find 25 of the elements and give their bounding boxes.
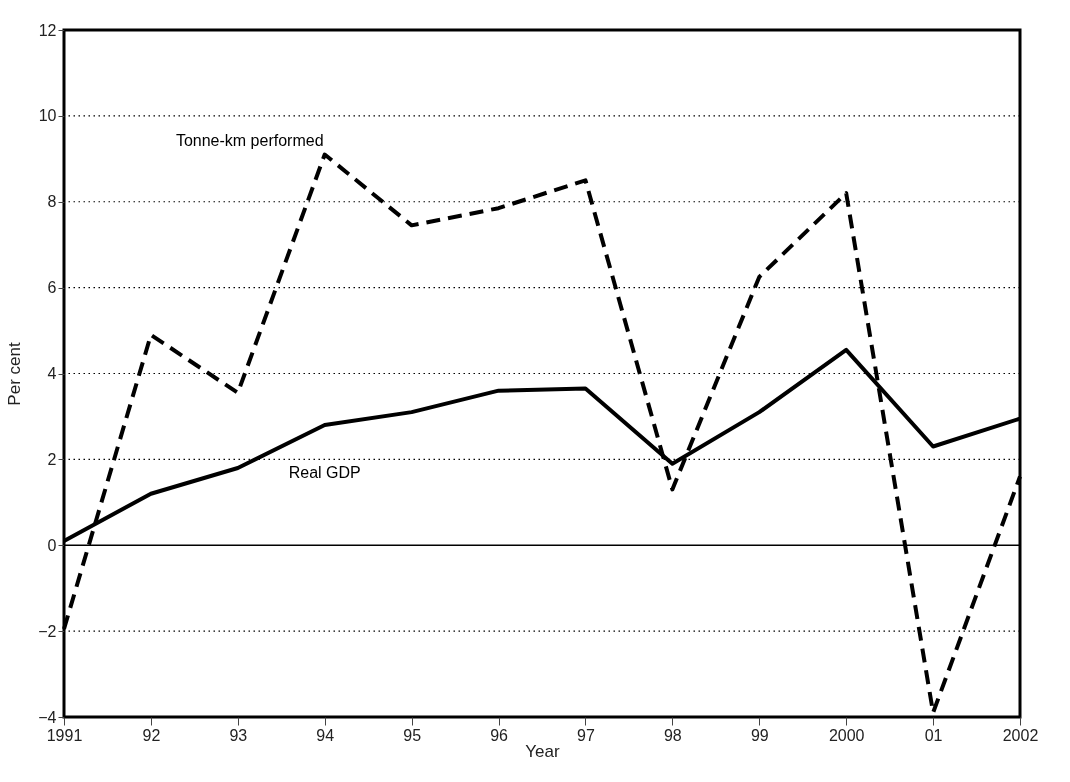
x-tick-label: 01	[924, 726, 943, 744]
y-tick-label: 2	[47, 450, 57, 468]
y-tick-label: 4	[47, 365, 57, 382]
x-tick-label: 2000	[828, 726, 865, 744]
series-label: Real GDP	[288, 464, 361, 482]
y-tick-label: 8	[47, 193, 57, 211]
y-tick-label: −2	[38, 622, 57, 640]
x-tick-label: 97	[577, 726, 595, 744]
y-tick-label: 0	[47, 536, 57, 554]
x-tick-label: 92	[142, 726, 161, 744]
x-tick-label: 2002	[1002, 726, 1039, 744]
x-axis-title: Year	[525, 741, 561, 761]
y-tick-label: 12	[38, 21, 57, 39]
x-tick-label: 98	[663, 726, 682, 744]
x-tick-label: 1991	[46, 726, 83, 744]
y-tick-label: −4	[38, 708, 57, 726]
x-tick-label: 96	[490, 726, 509, 744]
y-tick-label: 10	[38, 107, 57, 125]
x-tick-label: 95	[403, 726, 422, 744]
series-label: Tonne-km performed	[175, 131, 324, 149]
y-tick-label: 6	[47, 279, 57, 297]
x-tick-label: 93	[229, 726, 248, 744]
x-tick-label: 94	[316, 726, 335, 744]
y-axis-title: Per cent	[5, 342, 25, 406]
x-tick-label: 99	[750, 726, 769, 744]
